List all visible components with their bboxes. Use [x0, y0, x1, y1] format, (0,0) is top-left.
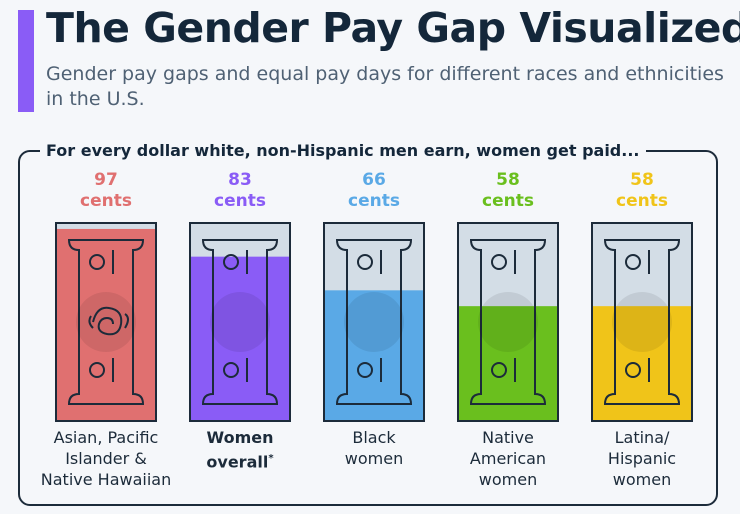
dollar-bill-icon: [55, 222, 157, 422]
category-label-line: overall*: [206, 452, 274, 472]
value-unit: cents: [348, 191, 400, 211]
value-unit: cents: [80, 191, 132, 211]
footnote-marker: *: [268, 453, 274, 464]
value-label: 66 cents: [304, 170, 444, 212]
bill-border: [189, 222, 291, 422]
category-label-line: Islander &: [65, 449, 147, 468]
bill-medallion: [478, 292, 538, 352]
value-unit: cents: [616, 191, 668, 211]
category-label-line: Women: [206, 428, 274, 447]
bill-medallion: [344, 292, 404, 352]
value-number: 97: [94, 170, 118, 190]
bill-inner-border: [469, 239, 547, 405]
category-label-line: women: [344, 449, 404, 468]
category-label-line: women: [612, 470, 672, 489]
bill-medallion: [76, 292, 136, 352]
category-label-line: Native Hawaiian: [40, 470, 172, 489]
category-label-line: Asian, Pacific: [53, 428, 159, 447]
pay-column: 97 cents Asian, Pacific Islander & Native Ha…: [36, 170, 176, 489]
value-unit: cents: [214, 191, 266, 211]
dollar-bill-icon: [457, 222, 559, 422]
pay-fill-bar: [592, 306, 692, 421]
pay-fill-bar: [458, 306, 558, 421]
bill-seal: [357, 254, 373, 270]
category-label-line: Black: [352, 428, 396, 447]
category-label-line: Hispanic: [607, 449, 677, 468]
value-number: 83: [228, 170, 252, 190]
value-label: 58 cents: [438, 170, 578, 212]
bill-seal: [89, 254, 105, 270]
bill-inner-border: [201, 239, 279, 405]
category-label-line: Native: [482, 428, 534, 447]
value-number: 58: [630, 170, 654, 190]
pay-fill-bar: [190, 256, 290, 421]
value-label: 58 cents: [572, 170, 712, 212]
bill-seal: [625, 362, 641, 378]
dollar-bill-icon: [323, 222, 425, 422]
dollar-bill-icon: [591, 222, 693, 422]
bill-border: [591, 222, 693, 422]
category-label: Black women: [298, 427, 450, 469]
bill-inner-border: [603, 239, 681, 405]
frame-label: For every dollar white, non-Hispanic men…: [40, 142, 646, 160]
pay-column: 83 cents Women overall*: [170, 170, 310, 471]
bill-inner-border: [67, 239, 145, 405]
bill-seal: [223, 362, 239, 378]
bill-seal: [89, 362, 105, 378]
bill-seal: [223, 254, 239, 270]
bill-portrait: [88, 306, 129, 336]
bill-medallion: [612, 292, 672, 352]
bill-border: [55, 222, 157, 422]
category-label-line: women: [478, 470, 538, 489]
title-accent-bar: [18, 10, 34, 112]
value-unit: cents: [482, 191, 534, 211]
pay-fill-bar: [324, 290, 424, 421]
category-label: Asian, Pacific Islander & Native Hawaiian: [30, 427, 182, 490]
bill-seal: [357, 362, 373, 378]
pay-column: 58 cents Native American women: [438, 170, 578, 489]
chart-title: The Gender Pay Gap Visualized: [46, 4, 740, 52]
pay-column: 58 cents Latina/Hispanic women: [572, 170, 712, 489]
value-label: 97 cents: [36, 170, 176, 212]
bill-seal: [491, 254, 507, 270]
bill-border: [457, 222, 559, 422]
value-number: 66: [362, 170, 386, 190]
category-label-line: American: [469, 449, 547, 468]
category-label: Native American women: [432, 427, 584, 490]
category-label-line: Latina/: [614, 428, 670, 447]
pay-column: 66 cents Black women: [304, 170, 444, 468]
pay-fill-bar: [56, 228, 156, 421]
category-label: Women overall*: [164, 427, 316, 472]
dollar-bill-icon: [189, 222, 291, 422]
bill-medallion: [210, 292, 270, 352]
bill-border: [323, 222, 425, 422]
bill-seal: [491, 362, 507, 378]
chart-subtitle: Gender pay gaps and equal pay days for d…: [46, 63, 724, 110]
bill-seal: [625, 254, 641, 270]
category-label: Latina/Hispanic women: [566, 427, 718, 490]
value-number: 58: [496, 170, 520, 190]
bill-inner-border: [335, 239, 413, 405]
value-label: 83 cents: [170, 170, 310, 212]
